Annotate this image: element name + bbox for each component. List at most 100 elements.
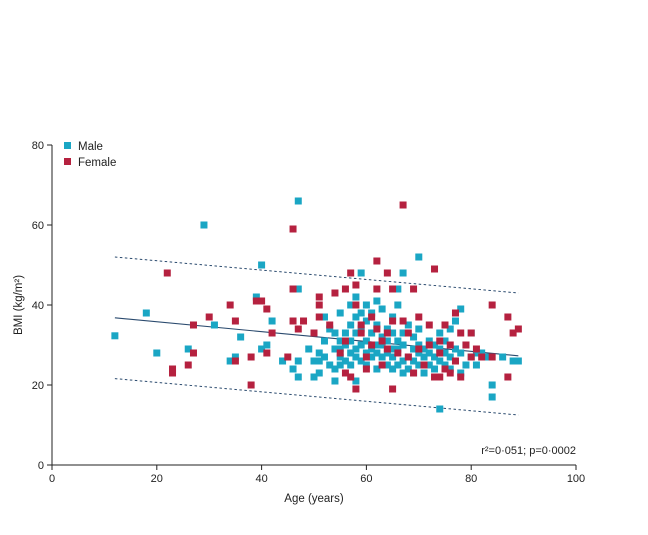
data-point-male bbox=[394, 361, 402, 369]
data-point-female bbox=[352, 385, 360, 393]
fit-statistics-annotation: r²=0·051; p=0·0002 bbox=[481, 445, 576, 457]
x-tick-label: 100 bbox=[567, 473, 585, 485]
data-point-female bbox=[509, 329, 517, 337]
data-point-female bbox=[362, 365, 370, 373]
data-point-male bbox=[331, 345, 339, 353]
data-point-female bbox=[357, 329, 365, 337]
data-point-male bbox=[336, 309, 344, 317]
data-point-male bbox=[352, 377, 360, 385]
data-point-female bbox=[478, 353, 486, 361]
data-point-female bbox=[415, 345, 423, 353]
data-point-male bbox=[383, 325, 391, 333]
upper-prediction-line bbox=[114, 256, 519, 294]
data-point-male bbox=[373, 297, 381, 305]
data-point-male bbox=[415, 253, 423, 261]
data-point-female bbox=[404, 329, 412, 337]
data-point-male bbox=[315, 369, 323, 377]
data-point-female bbox=[467, 329, 475, 337]
data-point-male bbox=[425, 361, 433, 369]
data-point-male bbox=[310, 357, 318, 365]
data-point-male bbox=[394, 345, 402, 353]
data-point-female bbox=[420, 361, 428, 369]
data-point-female bbox=[169, 369, 177, 377]
data-point-male bbox=[347, 361, 355, 369]
data-point-male bbox=[389, 353, 397, 361]
data-point-male bbox=[457, 369, 465, 377]
data-point-female bbox=[410, 369, 418, 377]
data-point-female bbox=[231, 317, 239, 325]
data-point-female bbox=[451, 309, 459, 317]
data-point-female bbox=[368, 341, 376, 349]
data-point-female bbox=[169, 365, 177, 373]
x-tick-label: 0 bbox=[49, 473, 55, 485]
data-point-male bbox=[378, 353, 386, 361]
data-point-male bbox=[341, 329, 349, 337]
data-point-male bbox=[410, 333, 418, 341]
data-point-female bbox=[410, 285, 418, 293]
data-point-female bbox=[431, 373, 439, 381]
data-point-female bbox=[467, 353, 475, 361]
data-point-male bbox=[404, 321, 412, 329]
data-point-male bbox=[446, 353, 454, 361]
data-point-male bbox=[352, 345, 360, 353]
data-point-male bbox=[347, 337, 355, 345]
data-point-male bbox=[237, 333, 245, 341]
data-point-male bbox=[378, 305, 386, 313]
data-point-male bbox=[389, 365, 397, 373]
data-point-male bbox=[289, 365, 297, 373]
data-point-male bbox=[488, 381, 496, 389]
data-point-male bbox=[305, 345, 313, 353]
data-point-male bbox=[478, 349, 486, 357]
data-point-male bbox=[279, 357, 287, 365]
data-point-female bbox=[514, 325, 522, 333]
data-point-male bbox=[389, 313, 397, 321]
legend-marker-female bbox=[64, 158, 71, 165]
data-point-female bbox=[331, 289, 339, 297]
data-point-male bbox=[499, 353, 507, 361]
data-point-female bbox=[436, 373, 444, 381]
data-point-female bbox=[451, 357, 459, 365]
data-point-male bbox=[336, 337, 344, 345]
data-point-male bbox=[362, 301, 370, 309]
data-point-male bbox=[336, 353, 344, 361]
data-point-male bbox=[326, 325, 334, 333]
data-point-male bbox=[368, 309, 376, 317]
data-point-male bbox=[399, 329, 407, 337]
data-point-male bbox=[378, 333, 386, 341]
data-point-male bbox=[111, 332, 119, 340]
data-point-female bbox=[341, 337, 349, 345]
data-point-male bbox=[368, 353, 376, 361]
data-point-male bbox=[373, 365, 381, 373]
data-point-female bbox=[205, 313, 213, 321]
data-point-female bbox=[368, 313, 376, 321]
data-point-male bbox=[357, 357, 365, 365]
data-point-male bbox=[258, 345, 266, 353]
data-point-male bbox=[341, 357, 349, 365]
data-point-male bbox=[373, 349, 381, 357]
data-point-female bbox=[399, 317, 407, 325]
data-point-female bbox=[336, 349, 344, 357]
data-point-female bbox=[457, 373, 465, 381]
y-tick-label: 20 bbox=[32, 380, 44, 392]
data-point-male bbox=[415, 341, 423, 349]
data-point-male bbox=[320, 313, 328, 321]
data-point-female bbox=[504, 313, 512, 321]
data-point-male bbox=[357, 341, 365, 349]
data-point-female bbox=[446, 341, 454, 349]
data-point-male bbox=[331, 365, 339, 373]
data-point-female bbox=[289, 225, 297, 233]
data-point-female bbox=[389, 385, 397, 393]
lower-prediction-line bbox=[114, 378, 519, 416]
legend-label-female: Female bbox=[78, 157, 116, 169]
data-point-male bbox=[389, 329, 397, 337]
data-point-male bbox=[331, 377, 339, 385]
data-point-female bbox=[362, 353, 370, 361]
x-tick-label: 20 bbox=[151, 473, 163, 485]
data-point-male bbox=[472, 361, 480, 369]
data-point-female bbox=[231, 357, 239, 365]
data-point-female bbox=[352, 301, 360, 309]
data-point-male bbox=[451, 317, 459, 325]
data-point-female bbox=[441, 365, 449, 373]
data-point-female bbox=[457, 329, 465, 337]
